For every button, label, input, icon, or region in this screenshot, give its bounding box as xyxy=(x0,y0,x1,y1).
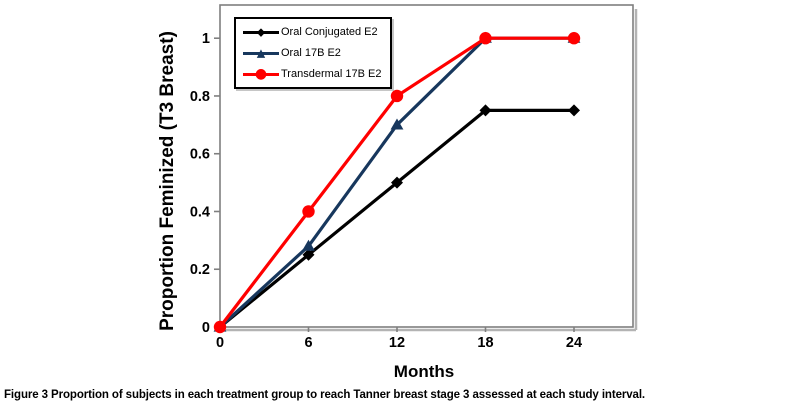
figure-caption: Figure 3 Proportion of subjects in each … xyxy=(4,389,792,401)
y-axis-tick-label: 0.2 xyxy=(190,262,210,278)
data-point-diamond xyxy=(302,248,315,261)
x-axis-tick-label: 0 xyxy=(216,335,224,351)
data-point-triangle xyxy=(302,239,315,251)
legend-label: Oral 17B E2 xyxy=(281,47,341,59)
diamond-marker-icon: ◆ xyxy=(243,25,279,39)
legend-label: Transdermal 17B E2 xyxy=(281,68,382,80)
y-axis-tick-label: 0.6 xyxy=(190,147,210,163)
legend-item-oral-conjugated-e2: ◆ Oral Conjugated E2 xyxy=(243,25,381,39)
data-point-diamond xyxy=(568,104,580,117)
y-axis-tick-label: 0.8 xyxy=(190,89,210,105)
y-axis-title: Proportion Feminized (T3 Breast) xyxy=(157,31,178,331)
y-axis-tick-label: 0.4 xyxy=(190,204,210,220)
data-point-circle xyxy=(213,320,227,334)
chart-legend: ◆ Oral Conjugated E2 ▲ Oral 17B E2 ● Tra… xyxy=(234,17,393,89)
figure-caption-label: Figure 3 xyxy=(4,389,48,401)
legend-item-oral-17b-e2: ▲ Oral 17B E2 xyxy=(243,46,381,60)
circle-marker-icon: ● xyxy=(243,67,279,81)
x-axis-title: Months xyxy=(393,362,455,381)
chart-canvas: 0 6 12 18 24 0 0.2 0.4 0.6 0.8 1 xyxy=(190,4,638,351)
x-axis-tick-label: 12 xyxy=(389,335,405,351)
data-point-circle xyxy=(567,32,581,45)
y-axis-tick-label: 1 xyxy=(202,31,210,47)
triangle-marker-icon: ▲ xyxy=(243,46,279,60)
data-point-circle xyxy=(390,89,404,103)
data-point-circle xyxy=(479,32,492,45)
legend-item-transdermal-17b-e2: ● Transdermal 17B E2 xyxy=(243,67,381,81)
x-axis-tick-label: 24 xyxy=(566,335,582,351)
x-axis-tick-label: 18 xyxy=(477,335,493,351)
x-axis-tick-label: 6 xyxy=(304,335,312,351)
data-point-diamond xyxy=(479,104,492,117)
data-point-triangle xyxy=(390,118,404,130)
figure-caption-text: Proportion of subjects in each treatment… xyxy=(47,389,646,401)
data-point-diamond xyxy=(391,176,403,189)
legend-label: Oral Conjugated E2 xyxy=(281,26,378,38)
y-axis-tick-label: 0 xyxy=(202,320,210,336)
data-point-circle xyxy=(302,205,315,218)
